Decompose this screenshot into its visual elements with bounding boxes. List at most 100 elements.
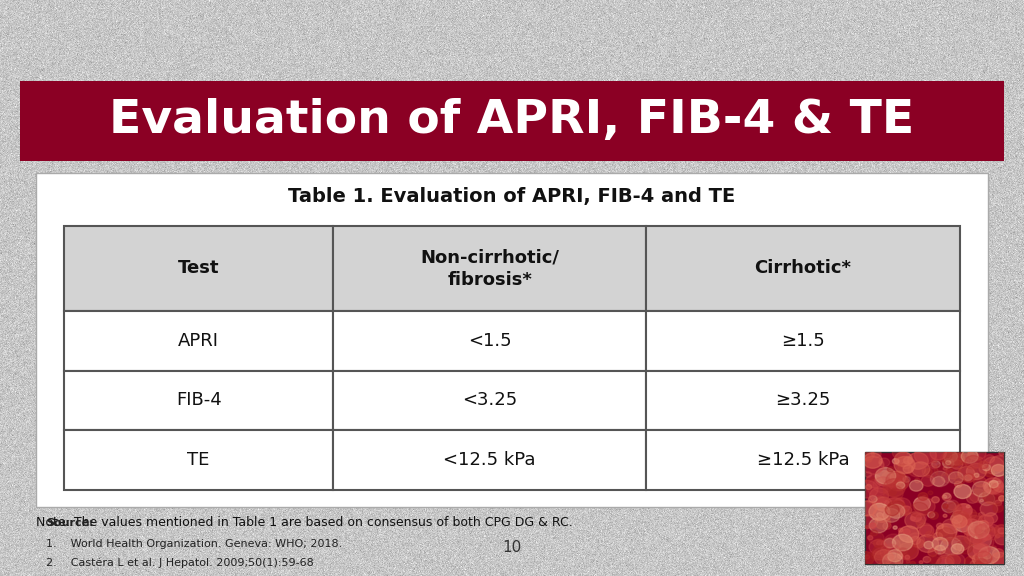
Circle shape [949, 469, 952, 471]
Circle shape [990, 456, 1009, 471]
Circle shape [928, 491, 933, 495]
Circle shape [943, 467, 947, 470]
Circle shape [867, 536, 872, 540]
Circle shape [887, 501, 906, 517]
Circle shape [911, 513, 922, 522]
Circle shape [950, 514, 963, 524]
Circle shape [874, 517, 891, 529]
Circle shape [914, 446, 936, 464]
Circle shape [880, 555, 899, 571]
Circle shape [997, 481, 1000, 484]
Circle shape [962, 449, 978, 463]
Circle shape [943, 539, 950, 544]
Circle shape [988, 483, 996, 490]
Circle shape [948, 472, 964, 484]
Text: ≥1.5: ≥1.5 [781, 332, 824, 350]
Circle shape [909, 460, 913, 463]
Circle shape [860, 449, 874, 460]
Circle shape [868, 532, 884, 544]
Circle shape [870, 478, 874, 480]
Circle shape [979, 547, 999, 564]
Bar [65, 310, 333, 370]
Text: 2.    Castéra L et al. J Hepatol. 2009;50(1):59-68: 2. Castéra L et al. J Hepatol. 2009;50(1… [46, 558, 313, 568]
Circle shape [916, 535, 939, 552]
Text: Evaluation of APRI, FIB-4 & TE: Evaluation of APRI, FIB-4 & TE [110, 98, 914, 143]
Text: APRI: APRI [178, 332, 219, 350]
Circle shape [866, 475, 883, 488]
Circle shape [998, 496, 1006, 501]
Circle shape [883, 522, 891, 529]
Circle shape [946, 467, 961, 479]
Circle shape [954, 476, 965, 484]
Circle shape [866, 480, 869, 483]
Circle shape [938, 528, 954, 541]
Circle shape [869, 540, 887, 554]
Circle shape [974, 473, 979, 478]
Circle shape [864, 555, 869, 559]
Circle shape [872, 497, 889, 510]
Text: Note: The values mentioned in Table 1 are based on consensus of both CPG DG & RC: Note: The values mentioned in Table 1 ar… [36, 516, 572, 529]
Circle shape [863, 453, 883, 468]
Circle shape [938, 555, 954, 569]
Circle shape [913, 539, 925, 548]
Circle shape [898, 528, 903, 532]
Circle shape [946, 500, 958, 510]
Circle shape [908, 463, 926, 477]
Circle shape [968, 516, 983, 528]
Circle shape [943, 458, 954, 468]
Circle shape [905, 512, 926, 529]
Circle shape [954, 535, 961, 540]
Circle shape [942, 501, 956, 513]
Circle shape [918, 544, 921, 547]
Circle shape [865, 484, 871, 490]
Circle shape [967, 451, 979, 461]
Circle shape [900, 509, 909, 516]
Circle shape [951, 511, 970, 526]
Circle shape [881, 538, 901, 554]
Text: Test: Test [178, 259, 219, 278]
Circle shape [996, 486, 1004, 491]
Circle shape [864, 472, 871, 478]
Circle shape [956, 540, 973, 554]
Circle shape [874, 497, 892, 511]
Circle shape [932, 537, 948, 551]
Circle shape [970, 532, 991, 550]
Circle shape [997, 484, 1002, 488]
Circle shape [884, 498, 905, 515]
Circle shape [918, 523, 932, 535]
Circle shape [914, 478, 921, 483]
Circle shape [936, 524, 956, 541]
Circle shape [907, 533, 925, 547]
Circle shape [893, 526, 897, 529]
Circle shape [877, 541, 882, 545]
Circle shape [894, 457, 915, 473]
Circle shape [976, 560, 984, 568]
Circle shape [967, 505, 970, 508]
Circle shape [877, 513, 883, 517]
Circle shape [979, 464, 990, 473]
Circle shape [869, 523, 877, 528]
Bar [646, 430, 959, 490]
Circle shape [954, 484, 972, 499]
Circle shape [975, 525, 988, 535]
Circle shape [984, 513, 997, 524]
Circle shape [982, 464, 990, 471]
Bar [65, 226, 333, 310]
Circle shape [992, 549, 1004, 558]
Circle shape [951, 460, 963, 469]
Circle shape [873, 508, 891, 522]
Circle shape [883, 479, 905, 497]
Circle shape [871, 450, 882, 457]
Circle shape [973, 534, 994, 551]
Circle shape [928, 512, 935, 518]
Circle shape [898, 464, 912, 476]
Bar [333, 226, 646, 310]
Circle shape [957, 465, 978, 482]
Circle shape [993, 556, 1012, 571]
Circle shape [856, 480, 878, 498]
Circle shape [946, 502, 962, 515]
Circle shape [880, 462, 883, 464]
Circle shape [922, 475, 935, 486]
Circle shape [976, 551, 992, 564]
Circle shape [979, 514, 993, 527]
